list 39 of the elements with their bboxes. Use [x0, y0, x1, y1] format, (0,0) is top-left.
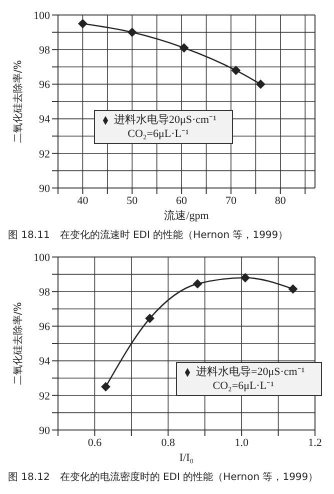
y-tick-label: 90 — [39, 182, 50, 195]
x-axis-title: 流速/gpm — [164, 209, 210, 222]
point — [145, 314, 154, 323]
point — [240, 273, 250, 282]
point — [101, 382, 110, 392]
x-tick-label: 40 — [77, 194, 89, 207]
x-tick-label: 0.8 — [161, 436, 176, 449]
y-tick-label: 98 — [39, 44, 50, 57]
y-tick-label: 100 — [34, 10, 50, 22]
point — [256, 80, 266, 89]
point — [288, 284, 298, 294]
x-tick-label: 70 — [225, 194, 237, 207]
y-tick-label: 92 — [39, 148, 50, 160]
x-tick-label: 80 — [274, 194, 286, 207]
x-tick-label: 60 — [176, 194, 188, 207]
y-tick-label: 92 — [39, 390, 50, 402]
y-tick-label: 94 — [39, 114, 50, 126]
legend-label: 进料水电导=20μS·cm⁻¹ CO₂=6μL·L⁻¹ — [195, 365, 305, 393]
y-tick-label: 90 — [39, 424, 50, 437]
x-tick-label: 0.6 — [88, 436, 102, 449]
x-tick-label: 1.2 — [308, 436, 322, 449]
caption: 图 18.11 在变化的流速时 EDI 的性能（Hernon 等，1999） — [8, 228, 290, 242]
point — [231, 66, 240, 75]
y-axis-title: 二氧化硅去除率/% — [12, 60, 24, 143]
y-tick-label: 94 — [39, 356, 50, 368]
y-tick-label: 96 — [39, 321, 50, 334]
x-axis-title: I/I₀ — [179, 452, 194, 464]
x-tick-label: 50 — [126, 194, 138, 207]
point — [128, 28, 137, 37]
legend-label: 进料水电导20μS·cm⁻¹ CO₂=6μL·L⁻¹ — [113, 113, 216, 141]
y-tick-label: 98 — [39, 286, 50, 299]
x-tick-label: 1.0 — [234, 436, 249, 449]
point — [193, 279, 202, 288]
caption: 图 18.12 在变化的电流密度时的 EDI 的性能（Hernon 等，1999） — [8, 470, 320, 484]
point — [180, 43, 189, 52]
y-axis-title: 二氧化硅去除率/% — [12, 302, 24, 385]
y-tick-label: 100 — [34, 252, 50, 264]
point — [78, 19, 88, 28]
y-tick-label: 96 — [39, 79, 50, 92]
